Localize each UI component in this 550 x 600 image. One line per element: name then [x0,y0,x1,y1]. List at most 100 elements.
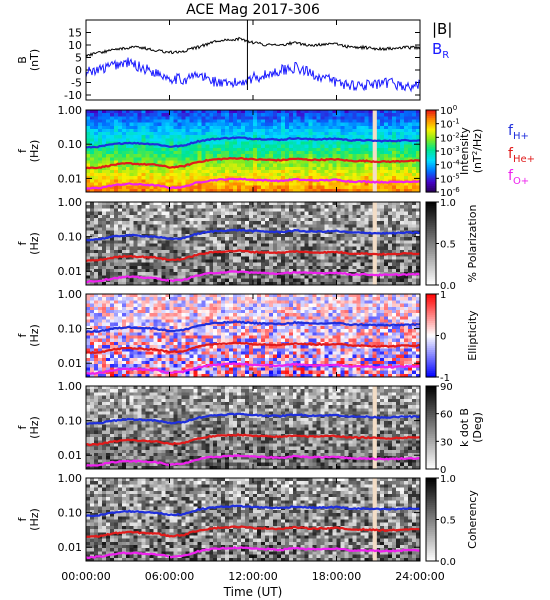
heatmap-cell [312,122,318,127]
heatmap-cell [141,157,147,162]
colorbar-step [426,167,436,171]
heatmap-cell [316,173,322,177]
heatmap-cell [137,128,143,133]
heatmap-cell [416,249,421,254]
heatmap-cell [336,202,342,206]
heatmap-cell [336,166,342,171]
heatmap-cell [157,144,163,149]
heatmap-cell [396,233,401,238]
heatmap-cell [352,275,357,280]
heatmap-cell [161,125,167,130]
heatmap-cell [380,125,385,130]
heatmap-cell [237,205,242,209]
heatmap-cell [336,243,342,248]
heatmap-cell [245,208,250,213]
heatmap-cell [105,237,111,241]
heatmap-cell [86,275,91,280]
heatmap-cell [280,163,286,168]
heatmap-cell [284,147,290,152]
heatmap-cell [288,230,294,235]
heatmap-cell [253,227,258,232]
heatmap-cell [253,125,258,130]
heatmap-cell [336,281,342,286]
heatmap-cell [245,169,250,174]
heatmap-cell [312,227,318,232]
heatmap-cell [193,179,198,184]
heatmap-cell [97,354,103,359]
heatmap-cell [404,211,409,216]
heatmap-cell [221,179,226,184]
heatmap-cell [396,113,401,117]
heatmap-cell [121,322,127,327]
heatmap-cell [121,316,127,321]
heatmap-cell [388,256,393,261]
heatmap-cell [105,205,111,209]
heatmap-cell [221,147,226,152]
heatmap-cell [125,341,131,346]
heatmap-cell [320,269,326,273]
heatmap-cell [384,176,389,180]
heatmap-cell [328,281,334,286]
heatmap-cell [149,294,155,298]
heatmap-cell [328,224,334,229]
heatmap-cell [101,335,107,340]
heatmap-cell [352,246,357,251]
heatmap-cell [312,154,318,158]
heatmap-cell [392,208,397,213]
heatmap-cell [177,128,183,133]
heatmap-cell [249,188,254,193]
heatmap-cell [280,262,286,267]
heatmap-cell [288,128,294,133]
heatmap-cell [153,154,159,158]
heatmap-cell [161,224,167,229]
heatmap-cell [205,157,210,162]
heatmap-cell [364,160,369,165]
heatmap-cell [177,208,183,213]
heatmap-cell [129,332,135,337]
heatmap-cell [308,169,314,174]
heatmap-cell [364,135,369,139]
colorbar-step [426,276,436,280]
heatmap-cell [165,202,171,206]
colorbar-step [426,179,436,183]
heatmap-cell [193,230,198,235]
heatmap-cell [352,147,357,152]
heatmap-cell [177,243,183,248]
heatmap-cell [332,110,338,114]
heatmap-cell [360,110,365,114]
heatmap-cell [113,303,119,308]
heatmap-cell [256,230,262,235]
heatmap-cell [237,141,242,146]
heatmap-cell [205,214,210,219]
heatmap-cell [416,166,421,171]
heatmap-cell [205,208,210,213]
heatmap-cell [408,135,413,139]
heatmap-cell [328,272,334,277]
heatmap-cell [272,281,278,286]
heatmap-cell [193,169,198,174]
heatmap-cell [344,116,350,121]
heatmap-cell [416,151,421,155]
heatmap-cell [193,166,198,171]
heatmap-cell [364,246,369,251]
heatmap-cell [336,230,342,235]
heatmap-cell [364,173,369,177]
heatmap-cell [197,278,202,283]
heatmap-cell [125,262,131,267]
heatmap-cell [141,269,147,273]
heatmap-cell [141,306,147,311]
heatmap-cell [304,259,310,264]
y-tick-label: 0.10 [58,138,83,151]
heatmap-cell [105,182,111,187]
heatmap-cell [193,116,198,121]
heatmap-cell [280,160,286,165]
heatmap-cell [217,154,222,158]
heatmap-cell [233,188,238,193]
heatmap-cell [268,144,274,149]
heatmap-cell [129,243,135,248]
heatmap-cell [137,230,143,235]
heatmap-cell [113,370,119,375]
heatmap-cell [272,243,278,248]
heatmap-cell [392,278,397,283]
heatmap-cell [416,208,421,213]
